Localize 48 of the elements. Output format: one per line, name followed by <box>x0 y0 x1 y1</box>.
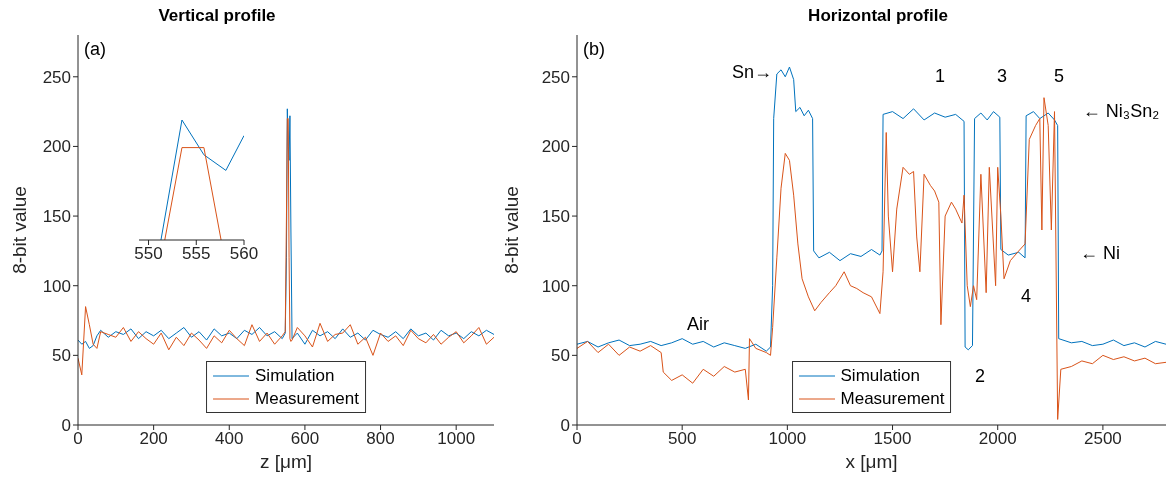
chart-title: Vertical profile <box>157 6 277 26</box>
x-tick-label: 2000 <box>978 429 1017 449</box>
annotation: ← Ni <box>1080 242 1120 264</box>
y-tick-label: 50 <box>551 346 570 366</box>
x-tick-label: 560 <box>229 244 259 264</box>
y-axis-title: 8-bit value <box>9 186 31 274</box>
y-tick-label: 50 <box>52 346 71 366</box>
y-tick-label: 200 <box>541 137 570 157</box>
y-tick-label: 250 <box>541 67 570 87</box>
annotation: 2 <box>974 365 986 387</box>
legend-label: Measurement <box>840 388 945 410</box>
y-axis-title: 8-bit value <box>501 186 523 274</box>
x-tick-label: 1000 <box>437 429 476 449</box>
y-tick-label: 150 <box>42 207 71 227</box>
annotation: Air <box>687 313 709 335</box>
y-tick-label: 0 <box>560 416 570 436</box>
y-tick-label: 0 <box>61 416 71 436</box>
annotation: 5 <box>1053 65 1065 87</box>
annotation: ← Ni₃Sn₂ <box>1082 100 1160 122</box>
x-tick-label: 555 <box>182 244 211 264</box>
x-tick-label: 600 <box>290 429 320 449</box>
y-tick-label: 100 <box>42 276 71 296</box>
x-tick-label: 800 <box>366 429 395 449</box>
x-tick-label: 500 <box>667 429 697 449</box>
y-tick-label: 150 <box>541 207 570 227</box>
x-tick-label: 400 <box>215 429 244 449</box>
y-tick-label: 200 <box>42 137 71 157</box>
chart-title: Horizontal profile <box>807 6 949 26</box>
legend-label: Simulation <box>255 365 335 387</box>
annotation: (b) <box>583 39 605 60</box>
annotation: 4 <box>1020 285 1032 307</box>
annotation: Sn→ <box>731 61 773 83</box>
x-tick-label: 1500 <box>873 429 912 449</box>
legend-label: Measurement <box>255 388 359 410</box>
annotation: 1 <box>934 65 946 87</box>
legend-label: Simulation <box>840 365 920 387</box>
x-tick-label: 200 <box>139 429 168 449</box>
annotation: (a) <box>84 39 106 60</box>
x-tick-label: 550 <box>134 244 163 264</box>
annotation: 3 <box>996 65 1008 87</box>
y-tick-label: 100 <box>541 276 570 296</box>
line-series <box>577 97 1166 420</box>
line-series <box>577 66 1166 352</box>
y-tick-label: 250 <box>42 67 71 87</box>
x-axis-title: z [μm] <box>258 451 314 473</box>
x-tick-label: 1000 <box>768 429 807 449</box>
x-axis-title: x [μm] <box>844 451 899 473</box>
x-tick-label: 2500 <box>1083 429 1122 449</box>
